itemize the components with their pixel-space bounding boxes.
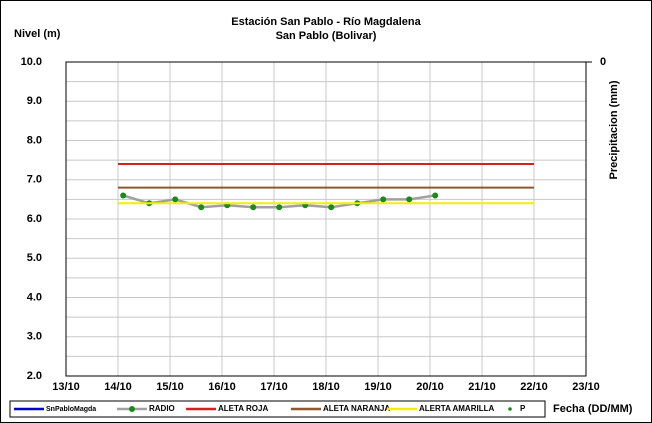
x-axis-label: Fecha (DD/MM) (553, 403, 633, 415)
y-tick-label: 7.0 (27, 174, 42, 186)
x-tick-label: 21/10 (468, 381, 496, 393)
chart-title: Estación San Pablo - Río Magdalena (231, 16, 421, 28)
x-tick-label: 22/10 (520, 381, 548, 393)
legend-box (9, 400, 546, 418)
point (276, 204, 283, 211)
y-tick-label: 9.0 (27, 95, 42, 107)
y-axis-label: Nivel (m) (14, 28, 61, 40)
legend-label: SnPabloMagda (46, 406, 96, 413)
point (432, 192, 439, 199)
plot-border (65, 61, 587, 377)
point (328, 204, 335, 211)
legend-marker (129, 406, 135, 412)
point (406, 196, 413, 203)
legend-label: RADIO (149, 404, 175, 413)
legend-label: ALERTA AMARILLA (419, 404, 494, 413)
x-tick-label: 17/10 (260, 381, 288, 393)
y2-tick-label: 0 (600, 56, 606, 68)
x-tick-label: 15/10 (156, 381, 184, 393)
y-tick-label: 3.0 (27, 331, 42, 343)
point (250, 204, 257, 211)
y-tick-label: 4.0 (27, 291, 42, 303)
legend-label: P (520, 404, 526, 413)
chart-subtitle: San Pablo (Bolivar) (276, 30, 377, 42)
y-tick-label: 6.0 (27, 213, 42, 225)
point (380, 196, 387, 203)
y2-axis-label: Precipitacion (mm) (608, 80, 620, 179)
legend-label: ALETA ROJA (218, 404, 268, 413)
y-tick-label: 5.0 (27, 252, 42, 264)
x-tick-label: 20/10 (416, 381, 444, 393)
point (198, 204, 205, 211)
y-tick-label: 10.0 (21, 56, 42, 68)
y-tick-label: 2.0 (27, 370, 42, 382)
x-tick-label: 18/10 (312, 381, 340, 393)
x-tick-label: 19/10 (364, 381, 392, 393)
legend-swatch (508, 407, 512, 411)
legend-label: ALETA NARANJA (323, 404, 390, 413)
point (172, 196, 179, 203)
x-tick-label: 13/10 (52, 381, 80, 393)
x-tick-label: 23/10 (572, 381, 600, 393)
point (120, 192, 127, 199)
x-tick-label: 16/10 (208, 381, 236, 393)
y-tick-label: 8.0 (27, 134, 42, 146)
x-tick-label: 14/10 (104, 381, 132, 393)
